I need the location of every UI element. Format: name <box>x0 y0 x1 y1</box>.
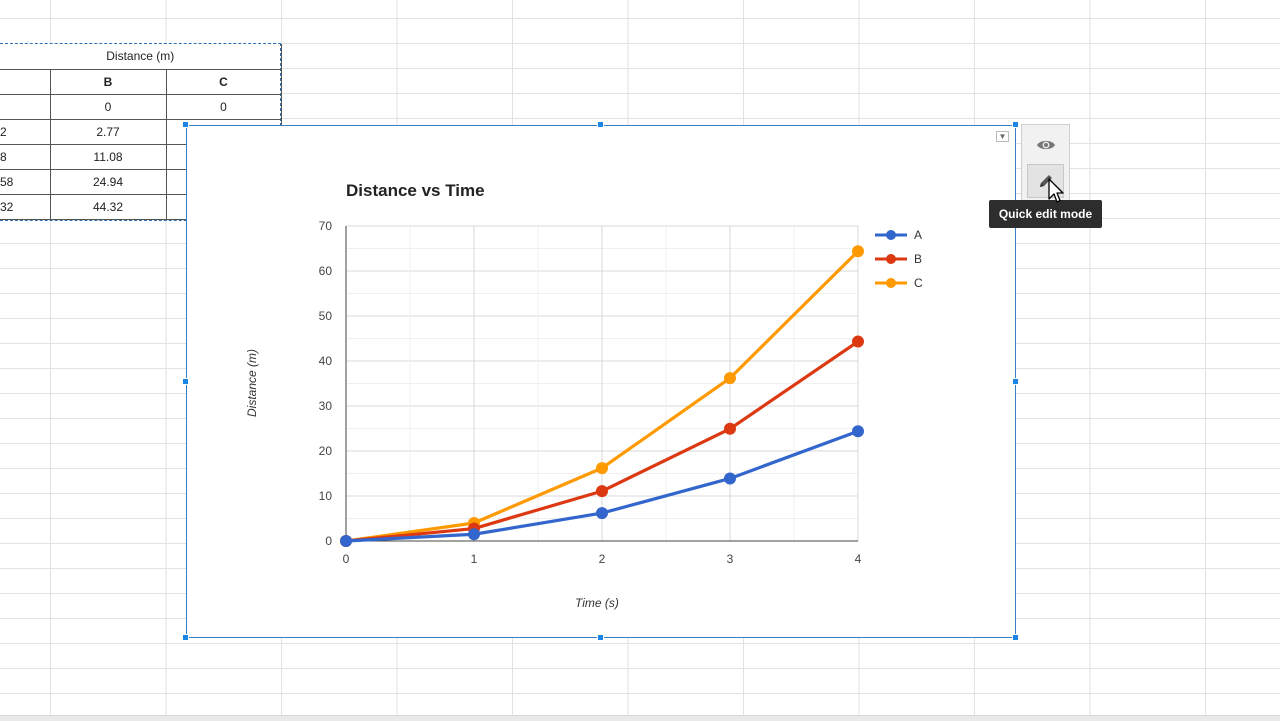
x-tick-label: 3 <box>727 552 734 566</box>
resize-handle[interactable] <box>597 121 604 128</box>
resize-handle[interactable] <box>1012 121 1019 128</box>
y-tick-label: 40 <box>319 354 333 368</box>
x-axis-title: Time (s) <box>575 596 619 610</box>
y-tick-label: 70 <box>319 219 333 233</box>
resize-handle[interactable] <box>1012 634 1019 641</box>
tooltip: Quick edit mode <box>989 200 1102 228</box>
table-cell[interactable]: 0 <box>165 93 282 120</box>
data-point-c <box>852 245 864 258</box>
y-tick-label: 10 <box>319 489 333 503</box>
x-tick-label: 1 <box>471 552 478 566</box>
legend-label: B <box>914 252 923 266</box>
x-tick-label: 2 <box>599 552 606 566</box>
legend-item: A <box>875 223 923 247</box>
bottom-scroll-area <box>0 715 1280 721</box>
resize-handle[interactable] <box>182 121 189 128</box>
legend-item: B <box>875 247 923 271</box>
data-point-b <box>852 335 864 348</box>
y-tick-label: 0 <box>325 534 332 548</box>
table-cell[interactable]: 58 <box>0 168 51 195</box>
resize-handle[interactable] <box>597 634 604 641</box>
eye-icon <box>1036 140 1055 150</box>
data-point-c <box>724 372 736 385</box>
cursor-icon <box>1048 178 1064 203</box>
resize-handle[interactable] <box>1012 378 1019 385</box>
chart-title: Distance vs Time <box>346 181 485 200</box>
header-cell-c[interactable]: C <box>165 68 282 95</box>
table-cell[interactable]: 44.32 <box>49 193 167 220</box>
table-cell[interactable]: 32 <box>0 193 51 220</box>
header-cell-a[interactable] <box>0 68 51 95</box>
data-point-a <box>340 535 352 547</box>
y-tick-label: 60 <box>319 264 333 278</box>
data-point-b <box>724 422 736 435</box>
chart-legend: A B C <box>875 223 923 295</box>
data-point-a <box>468 528 480 541</box>
data-point-b <box>596 485 608 498</box>
legend-item: C <box>875 271 923 295</box>
table-cell[interactable]: 8 <box>0 143 51 170</box>
x-tick-label: 0 <box>343 552 350 566</box>
y-tick-label: 20 <box>319 444 333 458</box>
table-row: 0 0 <box>0 93 282 120</box>
table-cell[interactable]: 2 <box>0 118 51 145</box>
chart-object[interactable]: ▼ Distance vs Time 0 10 20 30 40 50 60 70 0 1 2 3 4 … <box>186 125 1016 638</box>
table-cell[interactable] <box>0 93 51 120</box>
chart-plot: 0 10 20 30 40 50 60 70 0 1 2 3 4 <box>319 219 864 566</box>
table-cell[interactable]: 0 <box>49 93 167 120</box>
x-tick-label: 4 <box>855 552 862 566</box>
table-cell[interactable]: 2.77 <box>49 118 167 145</box>
header-cell-b[interactable]: B <box>49 68 167 95</box>
view-mode-button[interactable] <box>1027 128 1064 162</box>
legend-label: A <box>914 228 923 242</box>
legend-label: C <box>914 276 923 290</box>
data-point-a <box>596 507 608 520</box>
pencil-icon <box>1039 175 1052 187</box>
y-tick-label: 30 <box>319 399 333 413</box>
data-point-a <box>724 472 736 485</box>
y-tick-label: 50 <box>319 309 333 323</box>
data-point-a <box>852 425 864 438</box>
dropdown-triangle-icon[interactable]: ▼ <box>996 131 1009 142</box>
resize-handle[interactable] <box>182 378 189 385</box>
table-title[interactable]: Distance (m) <box>0 44 282 70</box>
quick-edit-button[interactable] <box>1027 164 1064 198</box>
y-axis-title: Distance (m) <box>245 349 259 418</box>
table-cell[interactable]: 11.08 <box>49 143 167 170</box>
table-cell[interactable]: 24.94 <box>49 168 167 195</box>
resize-handle[interactable] <box>182 634 189 641</box>
data-point-c <box>596 462 608 475</box>
